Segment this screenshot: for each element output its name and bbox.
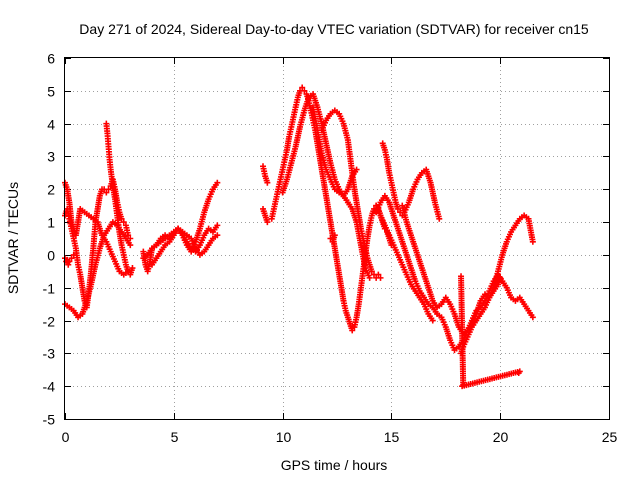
point-track-e xyxy=(70,251,77,258)
point-track-d xyxy=(129,265,136,272)
x-axis-ticks: 0 5 10 15 20 25 xyxy=(62,58,618,445)
point-track-r xyxy=(529,314,536,321)
point-track-i xyxy=(264,179,271,186)
point-track-m xyxy=(375,271,382,278)
point-track-h xyxy=(214,222,221,229)
y-tick-label: 6 xyxy=(47,51,55,67)
point-track-e xyxy=(65,261,72,268)
y-tick-label: 0 xyxy=(47,248,55,264)
x-tick-label: 25 xyxy=(602,429,618,445)
x-tick-label: 15 xyxy=(384,429,400,445)
x-tick-label: 10 xyxy=(276,429,292,445)
point-track-k xyxy=(349,327,356,334)
x-axis-label: GPS time / hours xyxy=(281,457,388,473)
y-tick-label: -2 xyxy=(43,314,56,330)
point-track-m xyxy=(368,268,375,275)
y-tick-label: 2 xyxy=(47,182,55,198)
point-track-k xyxy=(301,87,308,94)
point-track-b xyxy=(125,232,132,239)
point-track-t xyxy=(497,274,504,281)
y-tick-label: -1 xyxy=(43,281,56,297)
point-track-e xyxy=(68,255,75,262)
point-track-c xyxy=(127,242,134,249)
point-track-b xyxy=(120,219,127,226)
y-tick-label: -4 xyxy=(43,379,56,395)
y-tick-label: 1 xyxy=(47,215,55,231)
point-track-q xyxy=(436,215,443,222)
point-track-k xyxy=(299,84,306,91)
y-axis-ticks: -5 -4 -3 -2 -1 0 1 2 3 4 5 6 xyxy=(43,51,609,428)
point-track-f xyxy=(214,232,221,239)
point-track-d xyxy=(125,268,132,275)
point-track-e xyxy=(66,258,73,265)
point-track-o xyxy=(331,232,338,239)
y-tick-label: 4 xyxy=(47,117,55,133)
x-tick-label: 20 xyxy=(493,429,509,445)
y-tick-label: 5 xyxy=(47,84,55,100)
y-axis-label: SDTVAR / TECUs xyxy=(5,182,21,294)
point-track-b xyxy=(103,189,110,196)
point-track-s xyxy=(429,317,436,324)
point-track-j xyxy=(264,219,271,226)
y-tick-label: -3 xyxy=(43,346,56,362)
data-points xyxy=(62,84,536,390)
point-track-m xyxy=(377,274,384,281)
point-outliers xyxy=(515,370,522,377)
point-track-p xyxy=(529,238,536,245)
point-track-b xyxy=(105,186,112,193)
x-tick-label: 0 xyxy=(62,429,70,445)
x-tick-label: 5 xyxy=(171,429,179,445)
chart-title: Day 271 of 2024, Sidereal Day-to-day VTE… xyxy=(79,21,589,37)
y-tick-label: -5 xyxy=(43,412,56,428)
point-track-g xyxy=(214,179,221,186)
point-track-o xyxy=(327,235,334,242)
point-track-q xyxy=(394,205,401,212)
point-track-l xyxy=(366,274,373,281)
y-tick-label: 3 xyxy=(47,149,55,165)
plot-frame xyxy=(64,57,610,420)
point-track-b xyxy=(118,215,125,222)
point-track-n xyxy=(353,166,360,173)
